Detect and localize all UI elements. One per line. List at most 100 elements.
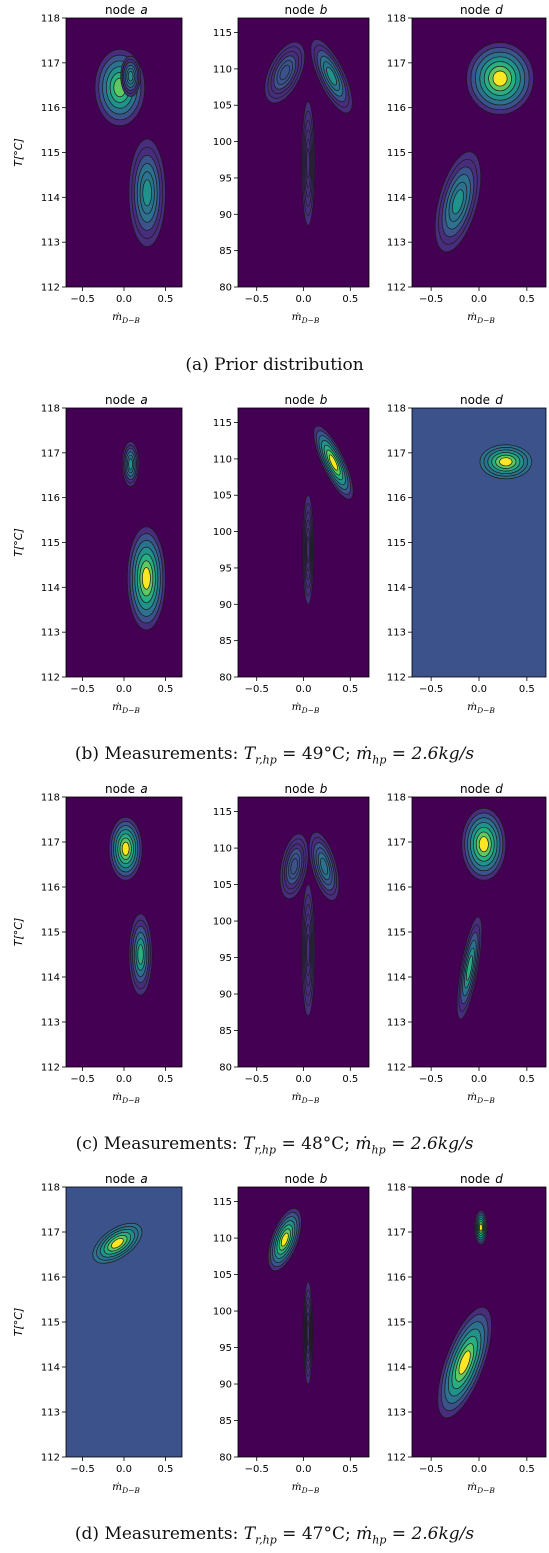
y-tick-label: 112	[41, 1453, 60, 1464]
y-tick-label: 115	[213, 807, 232, 818]
contour-blob-1	[92, 1222, 143, 1264]
caption-math: Tr,hp = 48°C; ṁhp = 2.6kg/s	[243, 1134, 474, 1157]
panel-title: node	[285, 393, 315, 407]
panel-title-var: d	[495, 3, 503, 17]
caption-mhp-value: 2.6kg/s	[411, 744, 475, 764]
contour-level	[458, 1350, 471, 1375]
y-tick-label: 110	[213, 64, 232, 75]
panel-a-2: node b −0.5 0.0 0.5 80 85 90 95 100 105 110 115 ṁD−B	[213, 3, 370, 325]
caption-label: (c)	[75, 1134, 99, 1154]
y-tick-label: 100	[213, 1307, 232, 1318]
panel-title: node	[105, 393, 135, 407]
y-tick-label: 112	[41, 673, 60, 684]
contour-layer	[479, 444, 532, 480]
x-tick-label: 0.5	[157, 1464, 173, 1475]
x-tick-label: 0.0	[116, 1074, 132, 1085]
y-tick-label: 113	[387, 1018, 406, 1029]
y-tick-label: 110	[213, 1234, 232, 1245]
x-tick-label: 0.5	[519, 1074, 535, 1085]
y-tick-label: 117	[387, 58, 406, 69]
y-tick-label: 90	[219, 1380, 232, 1391]
x-tick-label: 0.5	[519, 294, 535, 305]
panel-title-var: a	[140, 1172, 147, 1186]
x-tick-label: 0.5	[157, 1074, 173, 1085]
panel-title-var: d	[495, 782, 503, 796]
y-tick-label: 117	[41, 838, 60, 849]
y-tick-label: 114	[41, 193, 60, 204]
contour-level	[137, 944, 144, 965]
contour-layer	[94, 49, 166, 248]
panel-title-var: b	[320, 393, 328, 407]
y-tick-label: 115	[387, 538, 406, 549]
contour-blob-1	[108, 816, 143, 881]
y-tick-label: 85	[219, 246, 232, 257]
x-tick-label: 0.5	[342, 294, 358, 305]
y-tick-label: 115	[387, 1318, 406, 1329]
y-tick-label: 115	[387, 148, 406, 159]
x-tick-label: 0.0	[296, 1464, 312, 1475]
y-tick-label: 117	[387, 838, 406, 849]
x-axis-label: ṁD−B	[292, 1481, 320, 1495]
plot-background	[412, 408, 546, 677]
y-tick-label: 112	[387, 283, 406, 294]
panel-title: node	[285, 782, 315, 796]
y-tick-label: 116	[387, 883, 406, 894]
x-tick-label: 0.0	[296, 1074, 312, 1085]
x-tick-label: 0.0	[116, 294, 132, 305]
panel-title: node	[460, 1172, 490, 1186]
panel-title: node	[105, 3, 135, 17]
x-axis-label: ṁD−B	[112, 311, 140, 325]
contour-level	[306, 933, 311, 967]
panel-title-var: a	[140, 393, 147, 407]
contour-blob-3	[128, 138, 166, 248]
caption-text: Measurements:	[103, 1134, 238, 1154]
x-tick-label: −0.5	[245, 684, 269, 695]
contour-blob-1	[466, 42, 534, 115]
panel-d-3: node d −0.5 0.0 0.5 112 113 114 115 116 117 118 ṁD−…	[387, 1172, 547, 1495]
contour-blob-2	[308, 831, 340, 901]
panel-title: node	[105, 782, 135, 796]
x-tick-label: 0.5	[342, 684, 358, 695]
x-axis-label: ṁD−B	[112, 701, 140, 715]
contour-level	[290, 858, 298, 875]
y-tick-label: 115	[213, 418, 232, 429]
contour-level	[111, 1238, 124, 1249]
y-tick-label: 115	[387, 928, 406, 939]
y-tick-label: 100	[213, 137, 232, 148]
y-tick-label: 116	[387, 1273, 406, 1284]
y-tick-label: 112	[387, 1063, 406, 1074]
x-tick-label: −0.5	[419, 294, 443, 305]
caption-math: Tr,hp = 47°C; ṁhp = 2.6kg/s	[243, 1524, 475, 1547]
x-tick-label: −0.5	[419, 1074, 443, 1085]
panel-a-3: node d −0.5 0.0 0.5 112 113 114 115 116 117 118 ṁD−…	[387, 3, 547, 325]
y-tick-label: 113	[41, 628, 60, 639]
panel-d-2: node b −0.5 0.0 0.5 80 85 90 95 100 105 110 115 ṁD−B	[213, 1172, 370, 1495]
y-tick-label: 115	[41, 148, 60, 159]
caption-tr-value: 47°C	[301, 1524, 345, 1544]
panel-a-1: node a −0.5 0.0 0.5 112 113 114 115 116 117 118 ṁD−…	[12, 3, 183, 325]
contour-level	[279, 64, 290, 81]
y-tick-label: 112	[41, 1063, 60, 1074]
contour-blob-1	[473, 1210, 488, 1245]
x-axis-label: ṁD−B	[292, 311, 320, 325]
y-tick-label: 80	[219, 1063, 232, 1074]
contour-blob-2	[434, 151, 482, 253]
caption-label: (b)	[74, 744, 100, 764]
contour-blob-1	[264, 41, 306, 104]
caption-d: (d) Measurements: Tr,hp = 47°C; ṁhp = 2.…	[0, 1524, 549, 1546]
contour-layer	[434, 42, 534, 253]
y-tick-label: 100	[213, 527, 232, 538]
y-axis-label: T[°C]	[12, 1308, 25, 1336]
y-tick-label: 118	[387, 404, 406, 415]
y-tick-label: 116	[41, 883, 60, 894]
y-tick-label: 100	[213, 917, 232, 928]
panel-title: node	[460, 3, 490, 17]
x-tick-label: 0.0	[471, 684, 487, 695]
contour-layer	[108, 816, 153, 996]
contour-layer	[92, 1222, 143, 1264]
x-tick-label: 0.0	[116, 1464, 132, 1475]
contour-layer	[267, 1208, 314, 1385]
y-tick-label: 114	[387, 583, 406, 594]
y-tick-label: 116	[41, 103, 60, 114]
y-tick-label: 113	[387, 1408, 406, 1419]
